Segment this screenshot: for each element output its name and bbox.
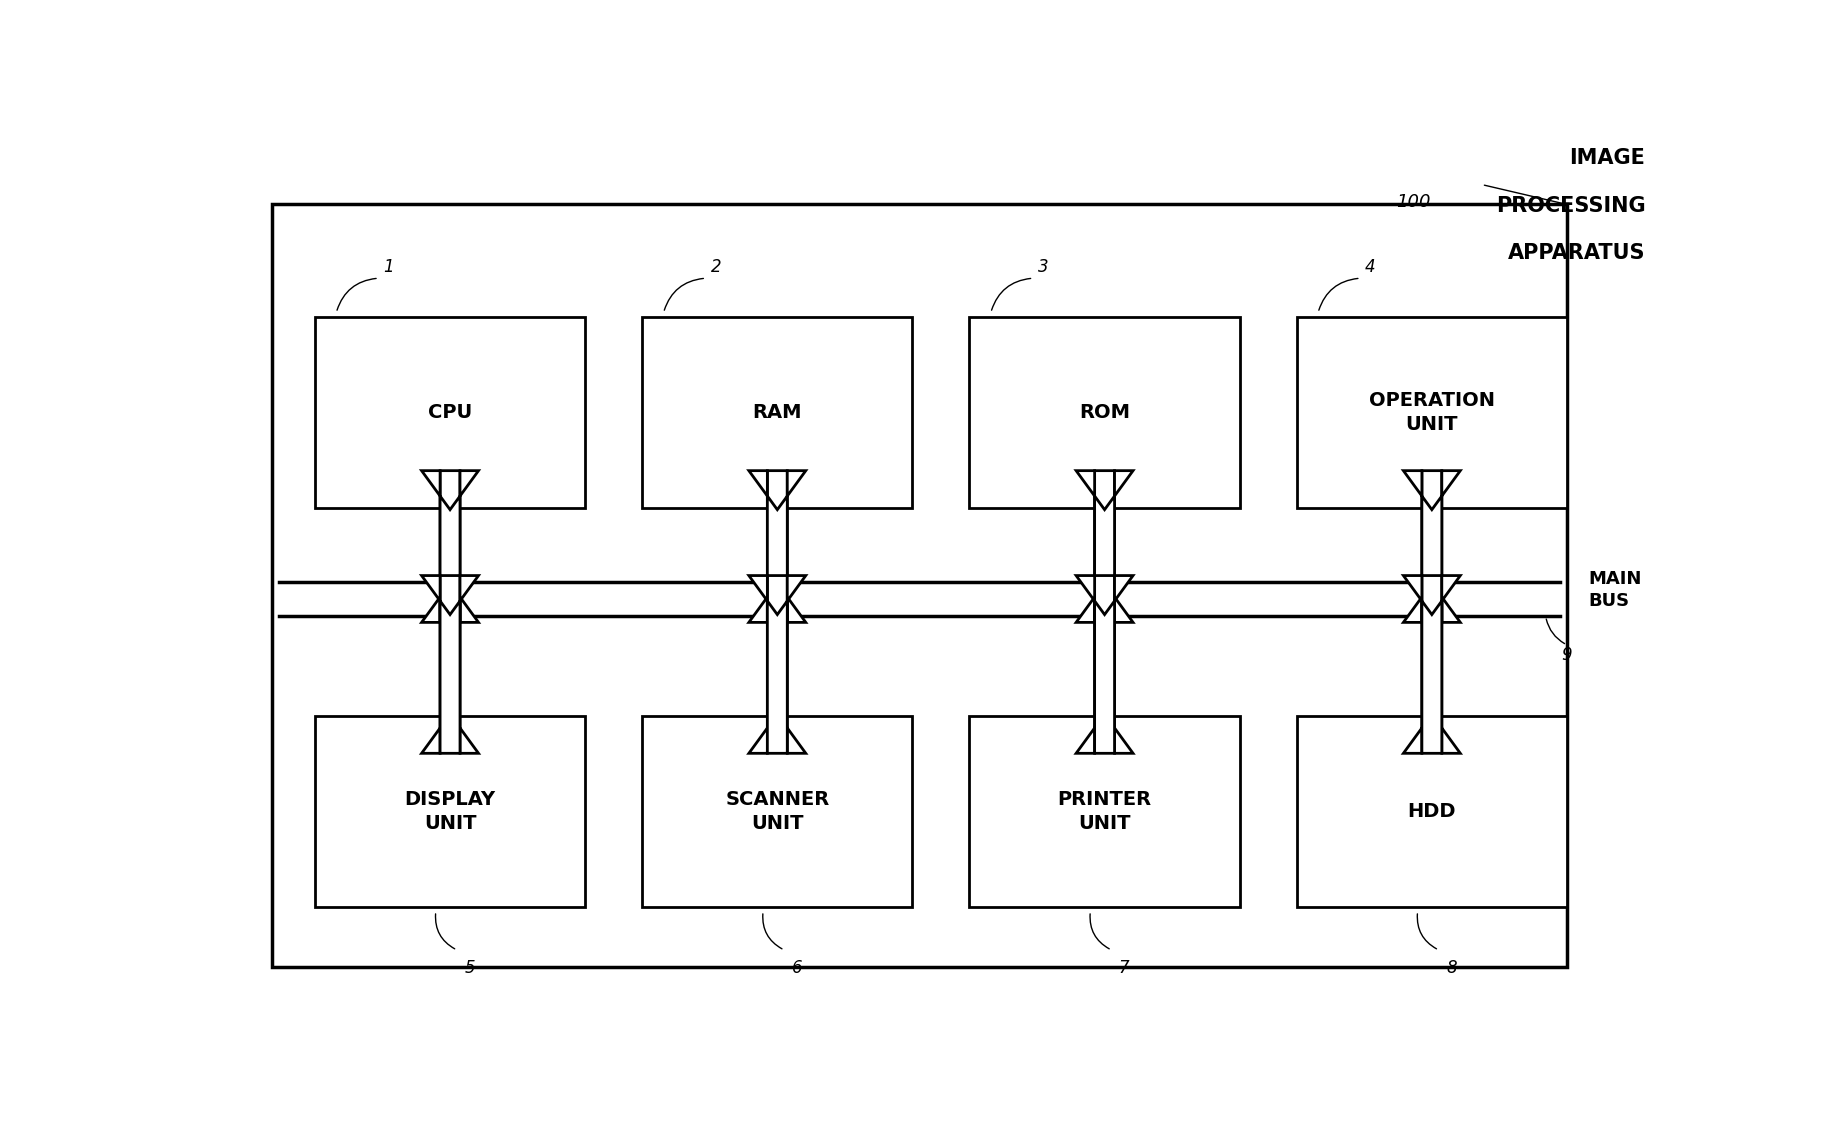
Polygon shape bbox=[1403, 575, 1460, 753]
Polygon shape bbox=[422, 575, 479, 753]
Bar bbox=[1296, 318, 1568, 508]
Text: PRINTER
UNIT: PRINTER UNIT bbox=[1058, 790, 1151, 832]
Text: RAM: RAM bbox=[753, 403, 802, 422]
Polygon shape bbox=[749, 575, 806, 753]
Polygon shape bbox=[749, 471, 806, 623]
Polygon shape bbox=[422, 471, 479, 623]
Bar bbox=[272, 205, 1568, 967]
Polygon shape bbox=[1076, 471, 1133, 623]
Polygon shape bbox=[1076, 471, 1133, 623]
Text: 5: 5 bbox=[465, 959, 476, 976]
Text: 3: 3 bbox=[1037, 259, 1048, 277]
Polygon shape bbox=[1076, 575, 1133, 753]
Polygon shape bbox=[422, 471, 479, 623]
Text: OPERATION
UNIT: OPERATION UNIT bbox=[1370, 392, 1495, 434]
Bar bbox=[316, 318, 586, 508]
Text: ROM: ROM bbox=[1080, 403, 1131, 422]
Text: 2: 2 bbox=[711, 259, 722, 277]
Bar bbox=[1296, 716, 1568, 906]
Bar bbox=[643, 716, 912, 906]
Bar bbox=[316, 716, 586, 906]
Text: 1: 1 bbox=[384, 259, 393, 277]
Text: 4: 4 bbox=[1364, 259, 1375, 277]
Text: 7: 7 bbox=[1118, 959, 1129, 976]
Bar bbox=[969, 318, 1239, 508]
Polygon shape bbox=[1076, 575, 1133, 753]
Polygon shape bbox=[749, 471, 806, 623]
Text: SCANNER
UNIT: SCANNER UNIT bbox=[725, 790, 830, 832]
Polygon shape bbox=[749, 575, 806, 753]
Text: 9: 9 bbox=[1562, 646, 1572, 664]
Text: IMAGE: IMAGE bbox=[1570, 149, 1645, 168]
Text: DISPLAY
UNIT: DISPLAY UNIT bbox=[404, 790, 496, 832]
Text: MAIN
BUS: MAIN BUS bbox=[1588, 570, 1641, 610]
Polygon shape bbox=[422, 575, 479, 753]
Bar bbox=[643, 318, 912, 508]
Text: 6: 6 bbox=[791, 959, 802, 976]
Polygon shape bbox=[1403, 471, 1460, 623]
Text: 100: 100 bbox=[1397, 194, 1430, 212]
Polygon shape bbox=[1403, 471, 1460, 623]
Text: CPU: CPU bbox=[428, 403, 472, 422]
Text: 8: 8 bbox=[1447, 959, 1456, 976]
Text: PROCESSING: PROCESSING bbox=[1496, 196, 1645, 216]
Polygon shape bbox=[1403, 575, 1460, 753]
Text: APPARATUS: APPARATUS bbox=[1507, 243, 1645, 263]
Text: HDD: HDD bbox=[1408, 802, 1456, 821]
Bar bbox=[969, 716, 1239, 906]
